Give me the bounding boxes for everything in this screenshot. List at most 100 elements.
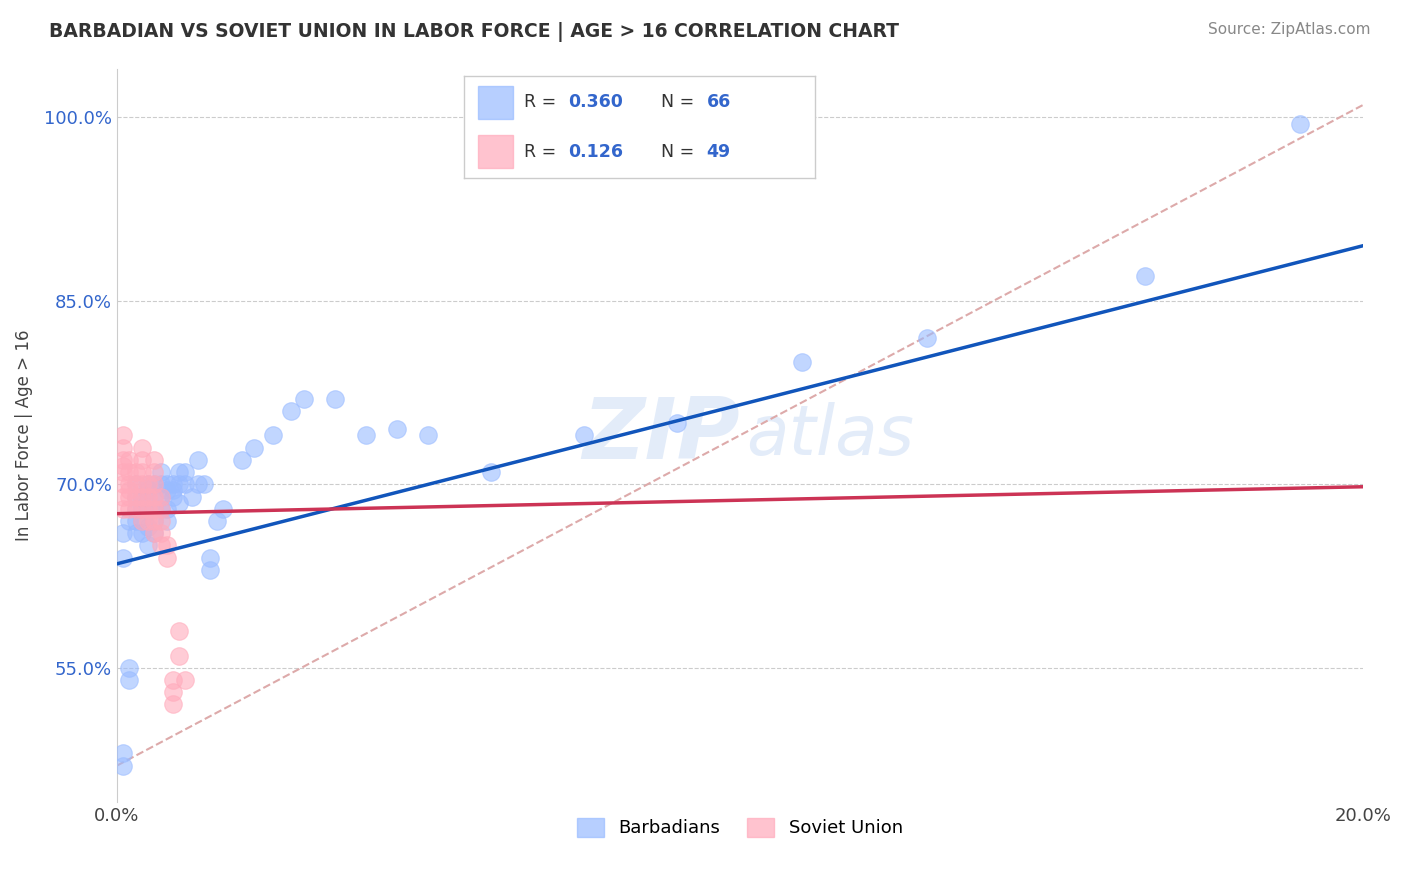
Point xyxy=(118,465,141,479)
Point xyxy=(118,514,141,528)
Point xyxy=(292,392,315,406)
Point xyxy=(143,453,166,467)
Point xyxy=(143,514,166,528)
Point xyxy=(187,453,209,467)
Point xyxy=(131,501,153,516)
Point xyxy=(174,673,197,687)
Point xyxy=(124,501,146,516)
Point xyxy=(118,673,141,687)
Point xyxy=(112,550,135,565)
Point xyxy=(143,526,166,541)
Text: atlas: atlas xyxy=(747,402,914,469)
Point xyxy=(131,490,153,504)
Text: 0.126: 0.126 xyxy=(568,143,623,161)
Point xyxy=(162,673,184,687)
Point xyxy=(112,501,135,516)
Point xyxy=(149,490,172,504)
Point xyxy=(136,514,159,528)
Point xyxy=(149,501,172,516)
Point xyxy=(136,477,159,491)
Point xyxy=(131,526,153,541)
Point xyxy=(572,428,595,442)
Point xyxy=(143,514,166,528)
Point xyxy=(193,477,215,491)
Point xyxy=(156,538,179,552)
Point xyxy=(167,648,190,663)
Point xyxy=(174,477,197,491)
Point xyxy=(118,661,141,675)
Point xyxy=(131,490,153,504)
Point xyxy=(136,501,159,516)
Point xyxy=(1289,117,1312,131)
Legend: Barbadians, Soviet Union: Barbadians, Soviet Union xyxy=(569,811,910,845)
Point xyxy=(143,490,166,504)
Point xyxy=(136,477,159,491)
Point xyxy=(666,416,689,430)
Point xyxy=(112,441,135,455)
Point xyxy=(387,422,409,436)
Point xyxy=(200,550,222,565)
Point xyxy=(112,758,135,772)
Text: R =: R = xyxy=(524,143,561,161)
Point xyxy=(131,441,153,455)
Point xyxy=(136,490,159,504)
Point xyxy=(136,501,159,516)
Point xyxy=(112,477,135,491)
Point xyxy=(124,490,146,504)
Point xyxy=(167,624,190,638)
Point xyxy=(262,428,284,442)
Point xyxy=(149,514,172,528)
Point xyxy=(167,477,190,491)
Point xyxy=(112,428,135,442)
Point xyxy=(131,453,153,467)
Point xyxy=(243,441,266,455)
Point xyxy=(131,501,153,516)
Text: R =: R = xyxy=(524,94,561,112)
Point xyxy=(143,465,166,479)
Bar xyxy=(478,87,513,119)
Text: 0.360: 0.360 xyxy=(568,94,623,112)
Point xyxy=(112,747,135,761)
Point xyxy=(143,526,166,541)
Point xyxy=(131,465,153,479)
Point xyxy=(124,465,146,479)
Point xyxy=(143,501,166,516)
Point xyxy=(112,453,135,467)
Point xyxy=(479,465,502,479)
Point xyxy=(162,477,184,491)
Point xyxy=(205,514,228,528)
Point xyxy=(131,514,153,528)
Point xyxy=(124,477,146,491)
Y-axis label: In Labor Force | Age > 16: In Labor Force | Age > 16 xyxy=(15,330,32,541)
Point xyxy=(790,355,813,369)
Point xyxy=(162,490,184,504)
Point xyxy=(124,490,146,504)
Point xyxy=(124,514,146,528)
Point xyxy=(118,501,141,516)
Point xyxy=(167,465,190,479)
Point xyxy=(112,526,135,541)
Point xyxy=(156,477,179,491)
Point xyxy=(354,428,377,442)
Point xyxy=(162,685,184,699)
Point xyxy=(162,483,184,498)
Point xyxy=(174,465,197,479)
Point xyxy=(418,428,440,442)
Point xyxy=(149,490,172,504)
Bar xyxy=(478,136,513,168)
Point xyxy=(118,477,141,491)
Point xyxy=(136,538,159,552)
Point xyxy=(136,520,159,534)
Point xyxy=(118,453,141,467)
Text: N =: N = xyxy=(661,143,700,161)
Point xyxy=(149,465,172,479)
Point xyxy=(231,453,253,467)
Point xyxy=(131,477,153,491)
Point xyxy=(149,477,172,491)
Point xyxy=(187,477,209,491)
Text: N =: N = xyxy=(661,94,700,112)
Point xyxy=(143,477,166,491)
Point xyxy=(915,330,938,344)
Point xyxy=(1133,269,1156,284)
Point xyxy=(156,550,179,565)
